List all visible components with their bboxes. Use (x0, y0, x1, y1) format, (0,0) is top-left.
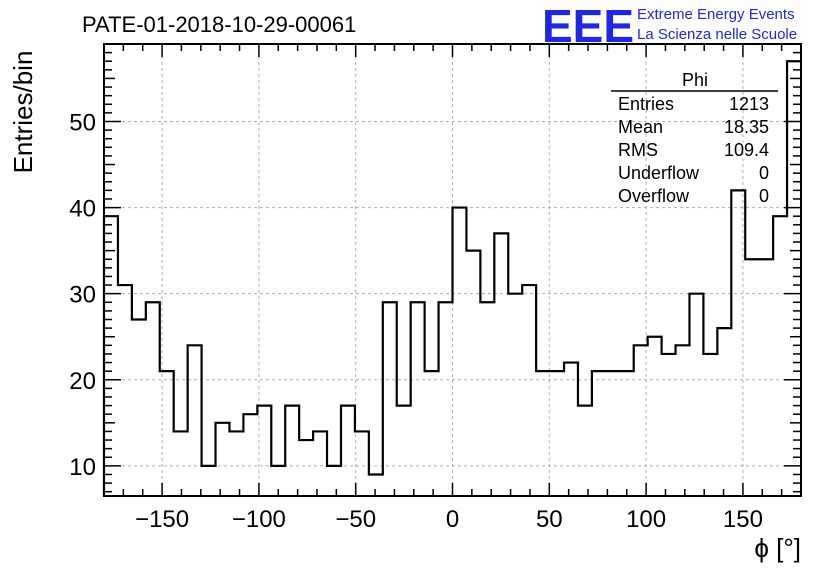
y-tick-label: 40 (69, 196, 96, 223)
stats-label: Mean (618, 117, 663, 137)
x-axis-label: ϕ [°] (754, 533, 801, 563)
stats-title: Phi (682, 70, 708, 90)
stats-value: 1213 (729, 94, 769, 114)
logo-line-2: La Scienza nelle Scuole (637, 26, 797, 43)
x-tick-label: 50 (536, 506, 563, 533)
y-tick-label: 30 (69, 282, 96, 309)
axis-tick-labels: −150 −100 −50 0 50 100 150 10 20 30 40 50 (69, 109, 763, 533)
stats-label: RMS (618, 140, 658, 160)
x-tick-label: −50 (335, 506, 376, 533)
stats-value: 109.4 (724, 140, 769, 160)
stats-label: Overflow (618, 186, 690, 206)
y-tick-label: 10 (69, 454, 96, 481)
stats-label: Entries (618, 94, 674, 114)
x-tick-label: 0 (446, 506, 459, 533)
x-tick-label: −150 (135, 506, 189, 533)
y-axis-label: Entries/bin (8, 51, 38, 174)
y-tick-label: 50 (69, 109, 96, 136)
x-tick-label: −100 (232, 506, 286, 533)
logo-line-1: Extreme Energy Events (637, 6, 795, 23)
stats-value: 0 (759, 163, 769, 183)
chart-title: PATE-01-2018-10-29-00061 (82, 12, 356, 37)
stats-value: 0 (759, 186, 769, 206)
y-tick-label: 20 (69, 368, 96, 395)
axis-ticks (103, 44, 802, 496)
stats-value: 18.35 (724, 117, 769, 137)
histogram-line (102, 60, 801, 496)
x-tick-label: 150 (723, 506, 763, 533)
stats-label: Underflow (618, 163, 700, 183)
stats-box: Phi Entries 1213 Mean 18.35 RMS 109.4 Underflo… (611, 70, 778, 206)
x-tick-label: 100 (626, 506, 666, 533)
